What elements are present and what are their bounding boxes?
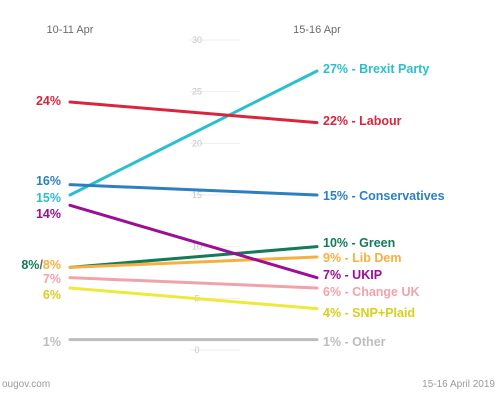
end-value-labels: 27% - Brexit Party 22% - Labour 15% - Cons… [323,62,445,349]
y-tick-label-20: 20 [192,138,202,148]
end-label-other: 1% - Other [323,335,386,349]
series-line-snp-plaid [68,286,319,311]
end-label-snp-plaid: 4% - SNP+Plaid [323,306,415,320]
series-line-labour [68,100,319,125]
start-label-conservatives: 16% [36,174,61,188]
start-label-part-0: 8% [21,258,39,272]
y-tick-label-0: 0 [194,345,199,355]
end-label-change-uk: 6% - Change UK [323,285,420,299]
start-label-change-uk: 7% [43,272,61,286]
y-tick-label-10: 10 [192,242,202,252]
start-label-labour: 24% [36,94,61,108]
end-label-lib-dem: 9% - Lib Dem [323,251,402,265]
start-label-other: 1% [43,335,61,349]
series-line-change-uk [68,276,319,290]
date-text: 15-16 April 2019 [422,379,495,390]
series-lines [68,69,319,342]
start-value-labels: 15% 24% 16% 14% 7% 6% 1% 8%/8% [21,94,61,349]
end-label-green: 10% - Green [323,236,395,250]
x-label-start: 10-11 Apr [47,24,94,36]
y-tick-label-15: 15 [192,190,202,200]
end-label-brexit-party: 27% - Brexit Party [323,62,429,76]
x-label-end: 15-16 Apr [293,24,341,36]
source-text: ougov.com [2,379,50,390]
series-line-conservatives [68,183,319,197]
y-tick-label-25: 25 [192,87,202,97]
start-label-brexit-party: 15% [36,191,61,205]
start-label-green-libdem: 8%/8% [21,258,61,272]
series-line-lib-dem [68,255,319,269]
series-line-green [68,245,319,269]
end-label-ukip: 7% - UKIP [323,268,382,282]
start-label-part-2: 8% [43,258,61,272]
series-line-ukip [68,203,319,280]
y-tick-labels: 051015202530 [192,35,202,355]
start-label-part-1: / [39,258,43,272]
series-line-brexit-party [68,69,319,197]
y-tick-label-30: 30 [192,35,202,45]
start-label-ukip: 14% [36,207,61,221]
start-label-snp-plaid: 6% [43,288,61,302]
end-label-labour: 22% - Labour [323,114,402,128]
end-label-conservatives: 15% - Conservatives [323,189,445,203]
